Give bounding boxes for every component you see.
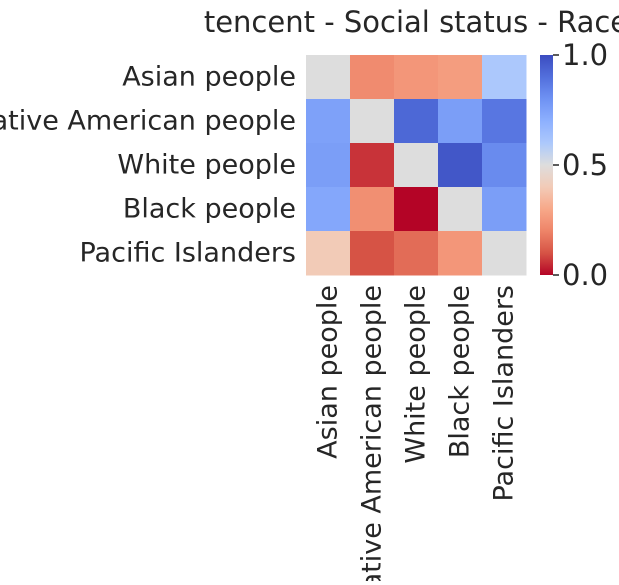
heatmap-cell <box>438 143 483 188</box>
heatmap-cell <box>306 187 351 232</box>
heatmap-cell <box>306 99 351 144</box>
heatmap-cell <box>350 231 395 276</box>
column-tick-label: Pacific Islanders <box>489 285 520 502</box>
heatmap-cell <box>438 231 483 276</box>
heatmap-cell <box>482 187 527 232</box>
column-tick-label: Asian people <box>313 285 344 459</box>
row-tick-label: White people <box>117 150 296 181</box>
column-tick-label: Black people <box>445 285 476 458</box>
row-tick-label: Native American people <box>0 106 296 137</box>
colorbar-tick-label: 0.0 <box>562 258 608 292</box>
heatmap-cells <box>306 55 527 276</box>
heatmap-cell <box>350 143 395 188</box>
heatmap-cell <box>350 187 395 232</box>
column-labels: Asian people Native American people White … <box>313 285 520 585</box>
colorbar-tick-label: 1.0 <box>562 38 608 72</box>
heatmap-cell <box>482 231 527 276</box>
heatmap-cell <box>306 143 351 188</box>
row-tick-label: Black people <box>123 194 296 225</box>
row-labels: Asian people Native American people White … <box>0 62 296 269</box>
colorbar-gradient <box>540 55 553 275</box>
heatmap-cell <box>394 187 439 232</box>
heatmap-cell <box>350 55 395 100</box>
heatmap-cell <box>394 55 439 100</box>
heatmap-cell <box>350 99 395 144</box>
heatmap-cell <box>438 187 483 232</box>
heatmap-cell <box>482 99 527 144</box>
heatmap-cell <box>394 99 439 144</box>
heatmap-cell <box>306 55 351 100</box>
chart-title: tencent - Social status - Race <box>204 5 619 39</box>
heatmap-cell <box>482 143 527 188</box>
heatmap-cell <box>438 99 483 144</box>
colorbar-tick-label: 0.5 <box>562 148 608 182</box>
heatmap-cell <box>306 231 351 276</box>
column-tick-label: White people <box>401 285 432 464</box>
row-tick-label: Pacific Islanders <box>79 238 296 269</box>
heatmap-cell <box>482 55 527 100</box>
colorbar: 0.0 0.5 1.0 <box>540 38 608 292</box>
row-tick-label: Asian people <box>122 62 296 93</box>
heatmap-cell <box>394 231 439 276</box>
column-tick-label: Native American people <box>357 285 388 581</box>
heatmap-cell <box>438 55 483 100</box>
heatmap-cell <box>394 143 439 188</box>
